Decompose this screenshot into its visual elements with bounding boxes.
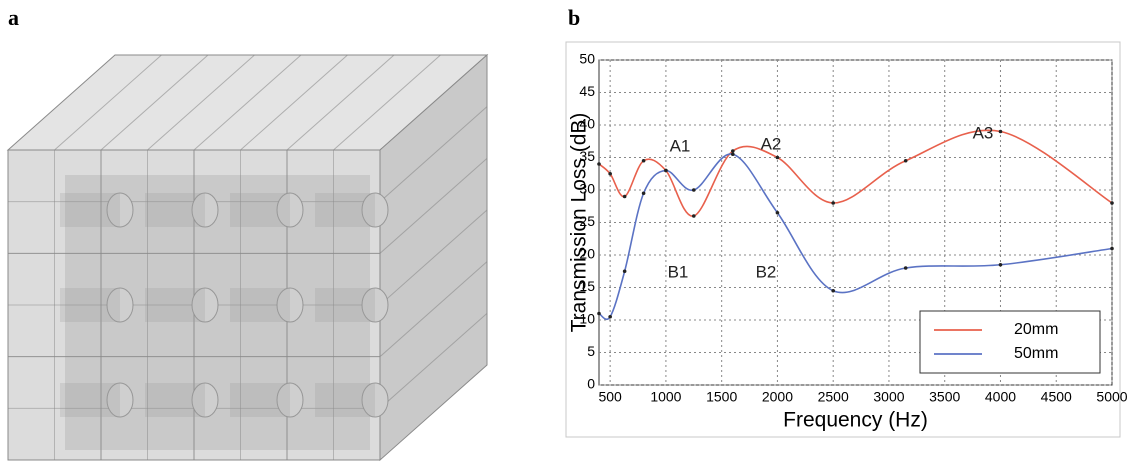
data-point xyxy=(775,210,780,215)
legend: 20mm 50mm xyxy=(919,310,1101,374)
data-point xyxy=(664,168,668,173)
y-tick-label: 40 xyxy=(579,116,595,132)
y-tick-label: 0 xyxy=(587,376,595,392)
x-tick-label: 3500 xyxy=(929,389,960,405)
tube xyxy=(145,383,205,417)
annotation: B2 xyxy=(756,262,777,281)
y-tick-label: 25 xyxy=(579,213,595,229)
data-point xyxy=(831,288,835,293)
block-edge xyxy=(100,54,209,151)
hole xyxy=(106,192,134,228)
data-point xyxy=(1110,201,1114,205)
y-tick-label: 15 xyxy=(579,278,595,294)
tube xyxy=(145,193,205,227)
block-edge xyxy=(147,54,255,151)
block-edge xyxy=(193,54,302,151)
hole xyxy=(276,192,304,228)
data-point xyxy=(608,314,612,319)
x-tick-label: 1500 xyxy=(706,389,737,405)
tube xyxy=(230,193,290,227)
data-point xyxy=(775,155,780,160)
annotation: A3 xyxy=(973,123,994,142)
block-edge xyxy=(240,54,348,151)
x-tick-label: 2000 xyxy=(762,389,793,405)
y-tick-label: 20 xyxy=(579,246,595,262)
panel-label: a xyxy=(8,5,19,30)
annotation: B1 xyxy=(668,262,689,281)
data-point xyxy=(641,158,646,163)
y-tick-label: 5 xyxy=(587,343,595,359)
block-edge xyxy=(54,54,162,151)
block-edge xyxy=(379,312,488,409)
y-tick-label: 50 xyxy=(579,51,595,67)
legend-label: 20mm xyxy=(1014,321,1058,338)
hole xyxy=(191,192,219,228)
data-point xyxy=(622,269,627,274)
data-point xyxy=(691,214,696,218)
block-render xyxy=(6,53,489,462)
x-tick-label: 4500 xyxy=(1041,389,1072,405)
data-point xyxy=(622,194,627,199)
y-axis-title: Transmission Loss (dB) xyxy=(568,113,591,333)
data-point xyxy=(641,191,646,196)
data-point xyxy=(1110,246,1114,251)
hole xyxy=(361,192,389,228)
hole xyxy=(191,287,219,323)
x-axis-title: Frequency (Hz) xyxy=(783,409,928,432)
tube xyxy=(315,383,375,417)
x-tick-label: 1000 xyxy=(650,389,681,405)
block-edge xyxy=(379,106,488,203)
y-tick-label: 10 xyxy=(579,311,595,327)
y-tick-label: 45 xyxy=(579,83,595,99)
data-point xyxy=(998,262,1003,267)
annotation: A2 xyxy=(761,134,782,153)
y-tick-label: 30 xyxy=(579,181,595,197)
block-edge xyxy=(379,261,488,358)
data-point xyxy=(903,266,908,270)
data-point xyxy=(597,162,601,166)
data-point xyxy=(691,188,696,192)
data-point xyxy=(998,129,1003,134)
tube xyxy=(60,193,120,227)
hole xyxy=(106,287,134,323)
block-edge xyxy=(286,54,395,151)
x-tick-label: 4000 xyxy=(985,389,1016,405)
tube xyxy=(60,288,120,322)
data-point xyxy=(831,201,835,205)
chart: 0 5 10 15 20 25 30 35 40 45 50 500 1000 1500 2000 2500 3… xyxy=(568,51,1128,432)
block-edge xyxy=(379,157,488,254)
data-point xyxy=(731,149,735,153)
tube xyxy=(230,383,290,417)
x-tick-label: 3000 xyxy=(873,389,904,405)
x-tick-label: 5000 xyxy=(1096,389,1127,405)
tube xyxy=(230,288,290,322)
data-point xyxy=(608,171,612,176)
hole xyxy=(276,287,304,323)
hole xyxy=(361,287,389,323)
hole xyxy=(276,382,304,418)
x-tick-label: 500 xyxy=(598,389,622,405)
block-edge xyxy=(333,54,441,151)
hole xyxy=(191,382,219,418)
tube xyxy=(60,383,120,417)
tube xyxy=(315,193,375,227)
hole xyxy=(361,382,389,418)
legend-box xyxy=(919,310,1101,374)
data-point xyxy=(903,158,908,163)
block-edge xyxy=(379,209,488,306)
data-point xyxy=(731,152,735,157)
tube xyxy=(315,288,375,322)
data-point xyxy=(597,311,601,316)
legend-label: 50mm xyxy=(1014,345,1058,362)
annotation: A1 xyxy=(670,136,691,155)
tube xyxy=(145,288,205,322)
y-tick-label: 35 xyxy=(579,148,595,164)
x-tick-label: 2500 xyxy=(818,389,849,405)
hole xyxy=(106,382,134,418)
panel-label: b xyxy=(568,5,580,30)
